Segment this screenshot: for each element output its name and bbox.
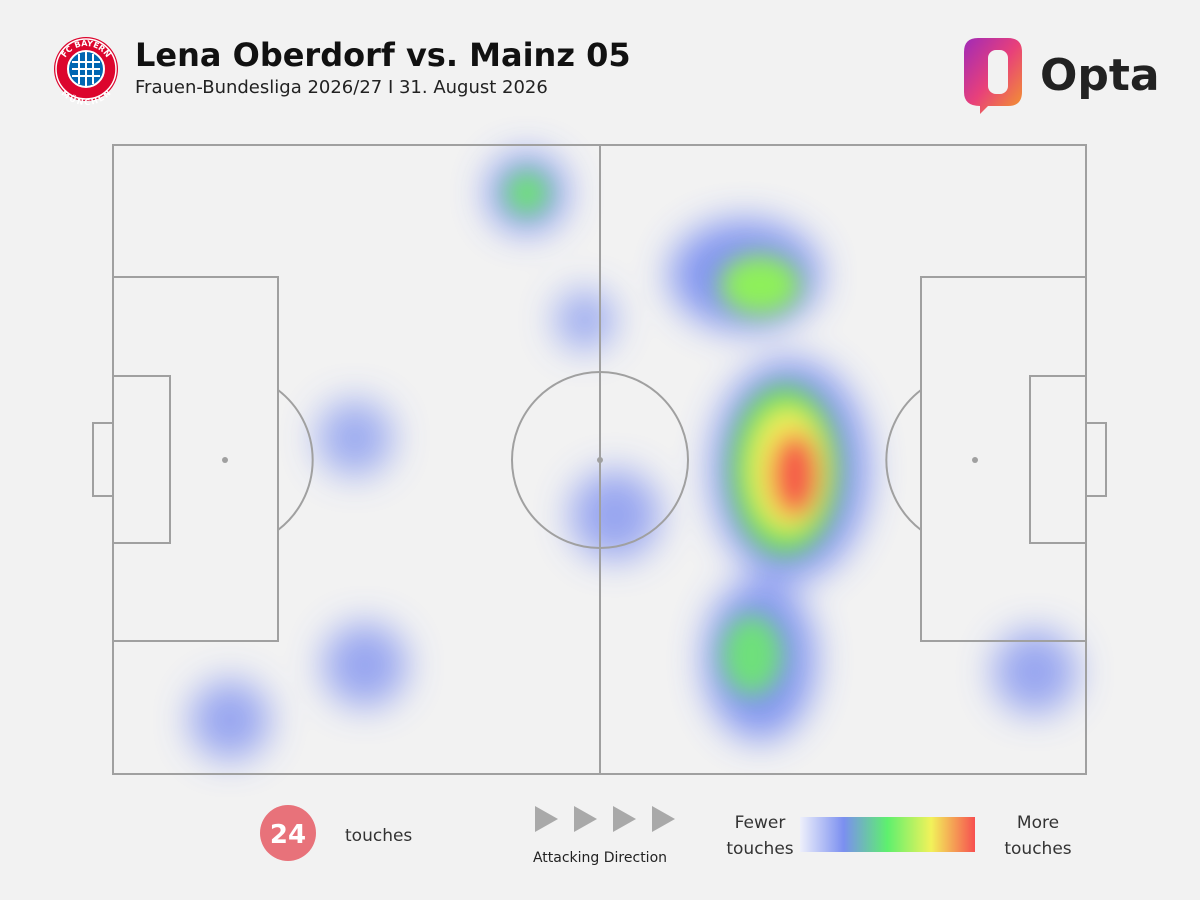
legend-high: More <box>1017 813 1059 833</box>
title: Lena Oberdorf vs. Mainz 05 <box>135 36 631 74</box>
brand-logo: Opta <box>964 38 1160 114</box>
legend-low: Fewer <box>735 813 786 833</box>
touch-count: 24 <box>270 820 306 850</box>
count-label: touches <box>345 826 412 846</box>
direction-label: Attacking Direction <box>533 850 667 866</box>
legend-gradient <box>800 817 975 852</box>
count-badge <box>260 805 316 861</box>
pitch <box>92 144 1107 775</box>
brand-name: Opta <box>1040 50 1160 101</box>
legend-low: touches <box>726 839 793 859</box>
heatmap <box>190 153 1077 760</box>
direction-arrows <box>535 806 675 832</box>
club-logo: FC BAYERN MÜNCHEN <box>54 37 118 107</box>
legend-high: touches <box>1004 839 1071 859</box>
subtitle: Frauen-Bundesliga 2026/27 I 31. August 2… <box>135 77 548 98</box>
